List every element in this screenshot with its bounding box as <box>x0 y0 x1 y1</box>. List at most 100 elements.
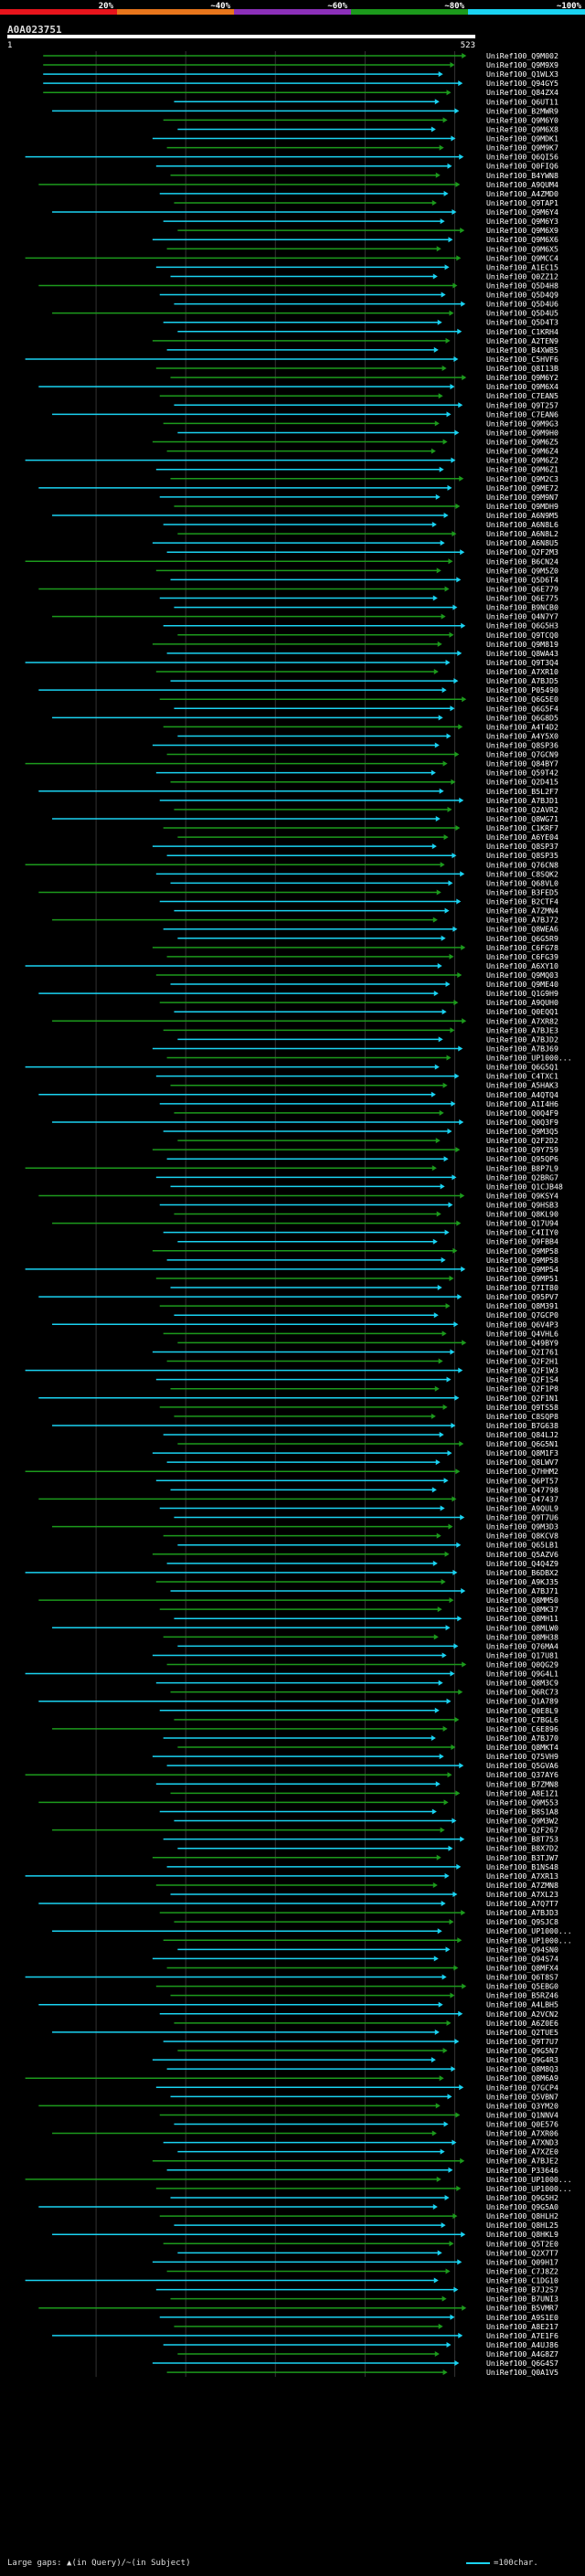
hit-label: UniRef100_Q6G5E0 <box>486 694 558 704</box>
hit-label: UniRef100_Q7IT80 <box>486 1283 558 1292</box>
hit-label: UniRef100_Q0E8L9 <box>486 1706 558 1715</box>
hit-arrow <box>447 2094 452 2100</box>
hit-label: UniRef100_A6Z0E6 <box>486 2019 558 2028</box>
hit-label: UniRef100_Q6QI56 <box>486 153 558 162</box>
hit-arrow <box>459 475 464 482</box>
hit-arrow <box>431 448 436 454</box>
hit-arrow <box>450 2314 455 2320</box>
hit-arrow <box>453 1965 459 1971</box>
hit-label: UniRef100_UP1000... <box>486 1926 572 1935</box>
hit-label: UniRef100_Q9M6X5 <box>486 244 558 253</box>
hit-label: UniRef100_Q47437 <box>486 1494 558 1503</box>
hit-arrow <box>451 1422 456 1428</box>
hit-label: UniRef100_Q9FBB4 <box>486 1237 558 1246</box>
hit-label: UniRef100_Q0Q3F9 <box>486 1118 558 1127</box>
hit-arrow <box>431 522 437 528</box>
hit-label: UniRef100_Q9M819 <box>486 640 558 649</box>
hit-arrow <box>433 2277 439 2284</box>
hit-label: UniRef100_B5RZ46 <box>486 1991 558 2000</box>
hit-label: UniRef100_Q5D4Q9 <box>486 291 558 300</box>
hit-arrow <box>433 1312 439 1319</box>
hit-label: UniRef100_C1KRH4 <box>486 327 558 336</box>
hit-arrow <box>448 1523 453 1530</box>
hit-label: UniRef100_Q76CN8 <box>486 860 558 869</box>
hit-arrow <box>462 375 467 381</box>
hit-label: UniRef100_A7XR82 <box>486 1016 558 1025</box>
hit-arrow <box>440 1827 445 1833</box>
hit-label: UniRef100_UP1000... <box>486 1935 572 1945</box>
hit-arrow <box>440 1505 445 1511</box>
hit-label: UniRef100_B5VMR7 <box>486 2304 558 2313</box>
hit-label: UniRef100_Q9M9K7 <box>486 143 558 153</box>
hit-arrow <box>461 2231 466 2238</box>
hit-arrow <box>454 2038 460 2044</box>
hit-label: UniRef100_A7ZMN4 <box>486 906 558 916</box>
hit-arrow <box>457 1616 463 1622</box>
scale-legend: =100char. <box>494 2559 538 2568</box>
hit-label: UniRef100_B8X7D2 <box>486 1844 558 1853</box>
hit-label: UniRef100_A7XZE0 <box>486 2147 558 2157</box>
hit-arrow <box>438 1680 443 1686</box>
hit-arrow <box>458 1689 463 1695</box>
hit-arrow <box>458 1045 463 1052</box>
hit-arrow <box>439 1109 444 1116</box>
hit-arrow <box>451 1744 456 1751</box>
hit-label: UniRef100_Q6RC73 <box>486 1688 558 1697</box>
hit-label: UniRef100_Q8M3C9 <box>486 1679 558 1688</box>
hit-label: UniRef100_Q9SJC8 <box>486 1917 558 1926</box>
hit-arrow <box>449 1597 454 1604</box>
hit-label: UniRef100_A9QUM4 <box>486 180 558 189</box>
hit-arrow <box>448 2167 453 2173</box>
hit-label: UniRef100_Q4N7Y7 <box>486 612 558 621</box>
hit-label: UniRef100_C6E896 <box>486 1724 558 1733</box>
hit-label: UniRef100_A7Q7T7 <box>486 1899 558 1908</box>
identity-scale-label: ~80% <box>444 2 464 11</box>
hit-label: UniRef100_B6CN24 <box>486 557 558 566</box>
hit-arrow <box>452 1569 458 1575</box>
hit-label: UniRef100_B5L2F7 <box>486 787 558 796</box>
hit-label: UniRef100_C6FG39 <box>486 952 558 961</box>
hit-label: UniRef100_Q2I761 <box>486 1347 558 1356</box>
hit-label: UniRef100_Q8SP35 <box>486 851 558 860</box>
hit-label: UniRef100_Q6G4S7 <box>486 2359 558 2368</box>
hit-arrow <box>433 669 439 675</box>
hit-arrow <box>441 613 446 620</box>
hit-label: UniRef100_C4IIY0 <box>486 1228 558 1237</box>
hit-label: UniRef100_A9QUL9 <box>486 1503 558 1512</box>
hit-label: UniRef100_A7BJE3 <box>486 1025 558 1034</box>
hit-arrow <box>437 1285 442 1291</box>
hit-arrow <box>433 991 439 997</box>
hit-arrow <box>457 972 463 978</box>
hit-arrow <box>446 1055 452 1061</box>
identity-scale-label: ~40% <box>210 2 230 11</box>
hit-label: UniRef100_Q0E576 <box>486 2120 558 2129</box>
hit-arrow <box>460 549 465 556</box>
hit-arrow <box>432 1238 438 1245</box>
hit-label: UniRef100_Q9T7U7 <box>486 2037 558 2046</box>
hit-arrow <box>448 880 453 886</box>
hit-label: UniRef100_Q9M9G3 <box>486 419 558 428</box>
hit-arrow <box>458 402 463 408</box>
hit-label: UniRef100_Q2X7T7 <box>486 2248 558 2257</box>
hit-label: UniRef100_A4T4D2 <box>486 722 558 731</box>
hit-arrow <box>444 586 450 592</box>
hit-label: UniRef100_Q8M8Q3 <box>486 2064 558 2073</box>
hit-arrow <box>432 917 438 923</box>
axis-end-label: 523 <box>461 41 475 50</box>
hit-label: UniRef100_Q2F1W3 <box>486 1366 558 1375</box>
hit-arrow <box>434 2351 440 2357</box>
hit-arrow <box>454 751 460 758</box>
hit-label: UniRef100_Q8SP36 <box>486 741 558 750</box>
hit-label: UniRef100_B8S1A8 <box>486 1807 558 1816</box>
hit-arrow <box>456 1542 462 1548</box>
hit-arrow <box>452 604 458 610</box>
query-bar <box>7 35 475 38</box>
hit-label: UniRef100_Q6G5N1 <box>486 1439 558 1448</box>
hit-label: UniRef100_A7BJD1 <box>486 796 558 805</box>
hit-label: UniRef100_C7EAN6 <box>486 409 558 419</box>
hit-arrow <box>431 1413 436 1419</box>
hit-label: UniRef100_Q7GCP0 <box>486 1310 558 1320</box>
hit-arrow <box>452 1174 457 1181</box>
hit-arrow <box>452 1818 457 1824</box>
hit-label: UniRef100_Q4VHL6 <box>486 1329 558 1338</box>
